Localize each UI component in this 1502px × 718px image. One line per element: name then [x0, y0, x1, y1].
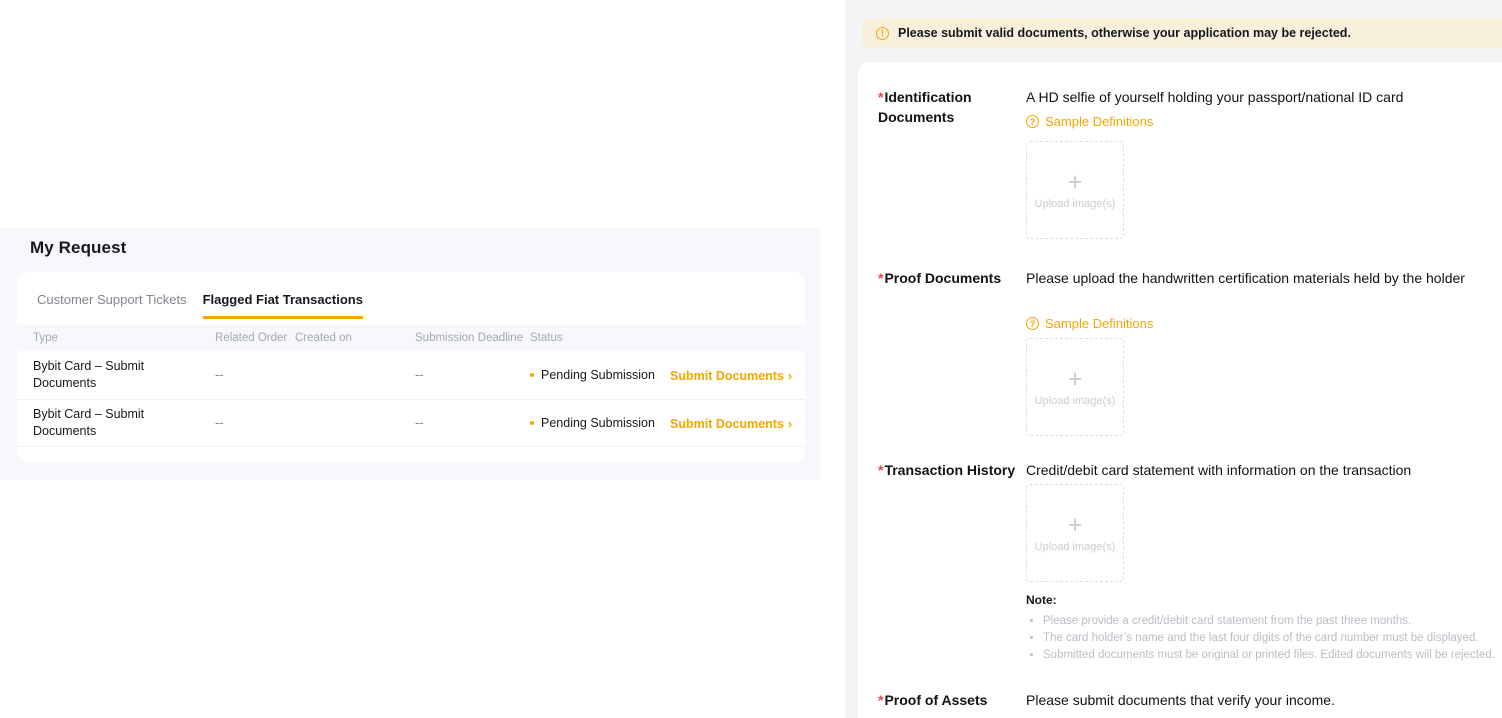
note-item: Please provide a credit/debit card state…	[1043, 613, 1502, 630]
tab-bar: Customer Support Tickets Flagged Fiat Tr…	[37, 292, 363, 319]
identification-documents-label: *Identification Documents	[878, 87, 1026, 127]
table-row: Bybit Card – Submit Documents -- -- Pend…	[17, 351, 805, 399]
type-cell: Bybit Card – Submit Documents	[33, 407, 145, 438]
proof-documents-label: *Proof Documents	[878, 268, 1026, 288]
info-circle-icon: !	[876, 26, 889, 40]
tab-customer-support-tickets[interactable]: Customer Support Tickets	[37, 292, 187, 307]
status-badge: Pending Submission	[541, 416, 655, 430]
status-cell: Pending Submission	[530, 416, 670, 430]
field-label-text: Transaction History	[884, 462, 1016, 478]
document-submission-panel: ! Please submit valid documents, otherwi…	[845, 0, 1502, 718]
warning-banner: ! Please submit valid documents, otherwi…	[862, 18, 1502, 48]
status-badge: Pending Submission	[541, 368, 655, 382]
table-row: Bybit Card – Submit Documents -- -- Pend…	[17, 399, 805, 447]
my-request-section: My Request Customer Support Tickets Flag…	[0, 228, 820, 480]
required-asterisk: *	[878, 89, 884, 105]
question-circle-icon: ?	[1026, 115, 1039, 128]
proof-documents-description: Please upload the handwritten certificat…	[1026, 270, 1465, 286]
required-asterisk: *	[878, 462, 884, 478]
submit-documents-label: Submit Documents	[670, 368, 784, 383]
upload-images-label: Upload image(s)	[1034, 197, 1116, 210]
table-header-row: Type Related Order Created on Submission…	[17, 325, 805, 351]
related-order-cell: --	[215, 416, 224, 430]
upload-images-label: Upload image(s)	[1034, 540, 1116, 553]
note-item: Submitted documents must be original or …	[1043, 647, 1502, 664]
type-cell: Bybit Card – Submit Documents	[33, 359, 145, 390]
column-header-related-order: Related Order	[215, 332, 288, 344]
chevron-right-icon: ›	[787, 367, 793, 383]
request-card: Customer Support Tickets Flagged Fiat Tr…	[17, 272, 805, 462]
column-header-type: Type	[33, 332, 58, 344]
sample-definitions-link[interactable]: ? Sample Definitions	[1026, 114, 1153, 129]
chevron-right-icon: ›	[787, 415, 793, 431]
sample-definitions-label: Sample Definitions	[1045, 114, 1154, 129]
plus-icon: +	[1067, 167, 1083, 196]
column-header-created-on: Created on	[295, 332, 352, 344]
field-label-text: Proof Documents	[884, 270, 1002, 286]
plus-icon: +	[1067, 364, 1083, 393]
proof-of-assets-description: Please submit documents that verify your…	[1026, 692, 1335, 708]
submission-deadline-cell: --	[415, 416, 424, 430]
sample-definitions-label: Sample Definitions	[1045, 316, 1154, 331]
question-circle-icon: ?	[1026, 317, 1039, 330]
plus-icon: +	[1067, 510, 1083, 539]
submission-deadline-cell: --	[415, 368, 424, 382]
warning-banner-text: Please submit valid documents, otherwise…	[898, 26, 1351, 40]
page-title: My Request	[30, 238, 127, 257]
tab-flagged-fiat-transactions[interactable]: Flagged Fiat Transactions	[202, 292, 363, 319]
status-dot-icon	[530, 421, 534, 425]
proof-documents-upload-box[interactable]: + Upload image(s)	[1026, 338, 1124, 436]
note-title: Note:	[1026, 593, 1057, 607]
submit-documents-label: Submit Documents	[670, 416, 784, 431]
field-label-text: Identification Documents	[878, 89, 972, 125]
submit-documents-link[interactable]: Submit Documents ›	[670, 416, 792, 431]
identification-documents-description: A HD selfie of yourself holding your pas…	[1026, 89, 1404, 105]
column-header-status: Status	[530, 332, 563, 344]
proof-of-assets-label: *Proof of Assets	[878, 690, 1026, 710]
sample-definitions-link[interactable]: ? Sample Definitions	[1026, 316, 1153, 331]
required-asterisk: *	[878, 692, 884, 708]
documents-form-card: *Identification Documents A HD selfie of…	[858, 62, 1502, 718]
column-header-submission-deadline: Submission Deadline	[415, 332, 524, 344]
transaction-history-upload-box[interactable]: + Upload image(s)	[1026, 484, 1124, 582]
transaction-history-description: Credit/debit card statement with informa…	[1026, 462, 1412, 478]
table-body: Bybit Card – Submit Documents -- -- Pend…	[17, 351, 805, 447]
status-dot-icon	[530, 373, 534, 377]
transaction-history-note: Note: Please provide a credit/debit card…	[1026, 592, 1502, 664]
status-cell: Pending Submission	[530, 368, 670, 382]
related-order-cell: --	[215, 368, 224, 382]
upload-images-label: Upload image(s)	[1034, 394, 1116, 407]
required-asterisk: *	[878, 270, 884, 286]
note-list: Please provide a credit/debit card state…	[1026, 613, 1502, 664]
field-label-text: Proof of Assets	[884, 692, 988, 708]
identification-upload-box[interactable]: + Upload image(s)	[1026, 141, 1124, 239]
submit-documents-link[interactable]: Submit Documents ›	[670, 368, 792, 383]
note-item: The card holder’s name and the last four…	[1043, 630, 1502, 647]
transaction-history-label: *Transaction History	[878, 460, 1026, 480]
